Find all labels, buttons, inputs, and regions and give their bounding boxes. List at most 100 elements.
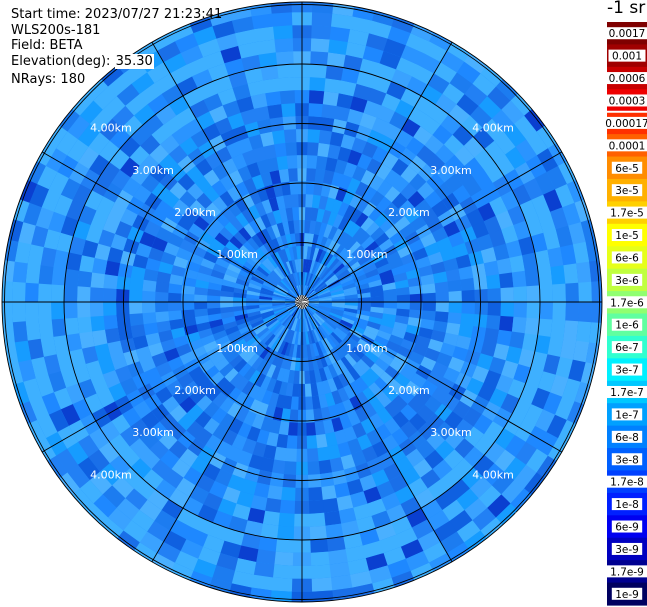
colorbar-label-bg	[611, 318, 643, 331]
field-cell	[445, 322, 461, 336]
field-cell	[177, 372, 194, 389]
field-cell	[351, 346, 365, 360]
field-cell	[463, 446, 485, 468]
field-cell	[394, 315, 409, 325]
field-cell	[275, 266, 286, 279]
field-cell	[269, 272, 281, 283]
field-cell	[325, 432, 338, 447]
field-cell	[287, 292, 299, 300]
range-label: 3.00km	[430, 426, 472, 439]
field-cell	[314, 168, 326, 183]
field-cell	[362, 186, 378, 202]
field-cell	[123, 519, 148, 543]
field-cell	[256, 327, 270, 338]
field-cell	[296, 272, 301, 286]
field-cell	[307, 233, 315, 247]
field-cell	[203, 492, 223, 511]
field-cell	[266, 432, 279, 447]
field-cell	[277, 282, 289, 292]
field-cell	[483, 215, 502, 235]
field-cell	[280, 263, 289, 276]
field-cell	[325, 197, 336, 212]
field-cell	[356, 359, 371, 373]
field-cell	[197, 546, 221, 566]
field-cell	[251, 574, 273, 591]
range-label: 2.00km	[388, 384, 430, 397]
field-cell	[327, 549, 348, 565]
field-cell	[90, 210, 109, 230]
field-cell	[175, 477, 196, 497]
field-cell	[179, 136, 199, 156]
field-cell	[473, 314, 488, 329]
field-cell	[348, 349, 361, 363]
field-cell	[111, 414, 131, 435]
field-cell	[386, 81, 407, 100]
field-cell	[14, 340, 32, 363]
field-cell	[81, 239, 99, 258]
field-cell	[181, 293, 195, 302]
field-cell	[278, 168, 290, 183]
field-cell	[369, 20, 393, 39]
field-cell	[98, 229, 116, 248]
field-cell	[276, 311, 289, 320]
field-cell	[179, 351, 196, 365]
field-cell	[534, 409, 556, 433]
field-cell	[271, 238, 282, 252]
field-cell	[234, 406, 249, 423]
field-cell	[407, 276, 422, 288]
field-cell	[219, 174, 236, 191]
field-cell	[420, 318, 435, 331]
field-cell	[376, 407, 393, 424]
range-label: 5.00km	[514, 510, 556, 523]
field-cell	[149, 440, 169, 460]
field-cell	[543, 354, 561, 376]
field-cell	[471, 221, 490, 239]
field-cell	[323, 170, 335, 185]
field-cell	[530, 351, 548, 372]
field-cell	[383, 38, 407, 58]
field-cell	[339, 250, 352, 264]
field-cell	[57, 472, 80, 497]
field-cell	[356, 516, 376, 533]
field-cell	[391, 328, 406, 340]
field-cell	[53, 334, 70, 355]
azimuth-spoke	[151, 301, 303, 563]
field-cell	[309, 246, 316, 261]
field-cell	[424, 242, 441, 257]
field-cell	[391, 158, 409, 177]
field-cell	[423, 41, 448, 63]
field-cell	[25, 301, 39, 322]
field-cell	[304, 207, 313, 221]
field-cell	[221, 246, 236, 259]
field-cell	[99, 463, 122, 486]
field-cell	[103, 273, 118, 289]
field-cell	[241, 208, 255, 224]
field-cell	[308, 90, 325, 105]
field-cell	[239, 346, 253, 359]
range-label: 2.00km	[174, 384, 216, 397]
field-cell	[401, 467, 421, 486]
field-cell	[155, 311, 170, 323]
field-cell	[81, 345, 99, 364]
field-cell	[370, 306, 384, 314]
field-cell	[276, 236, 285, 251]
field-cell	[127, 226, 145, 243]
field-cell	[210, 269, 225, 280]
field-cell	[271, 224, 281, 238]
field-cell	[303, 285, 309, 299]
field-cell	[382, 386, 399, 402]
field-cell	[411, 519, 434, 540]
field-cell	[182, 496, 204, 516]
field-cell	[417, 53, 441, 74]
field-cell	[2, 301, 13, 324]
field-cell	[331, 417, 344, 433]
field-cell	[525, 448, 548, 473]
field-cell	[387, 558, 411, 578]
field-cell	[543, 392, 563, 416]
colorbar-tick-label: 6e-5	[615, 163, 639, 175]
field-cell	[142, 301, 156, 314]
field-cell	[363, 100, 382, 118]
field-cell	[308, 116, 322, 130]
field-cell	[576, 321, 592, 343]
field-cell	[455, 335, 472, 350]
